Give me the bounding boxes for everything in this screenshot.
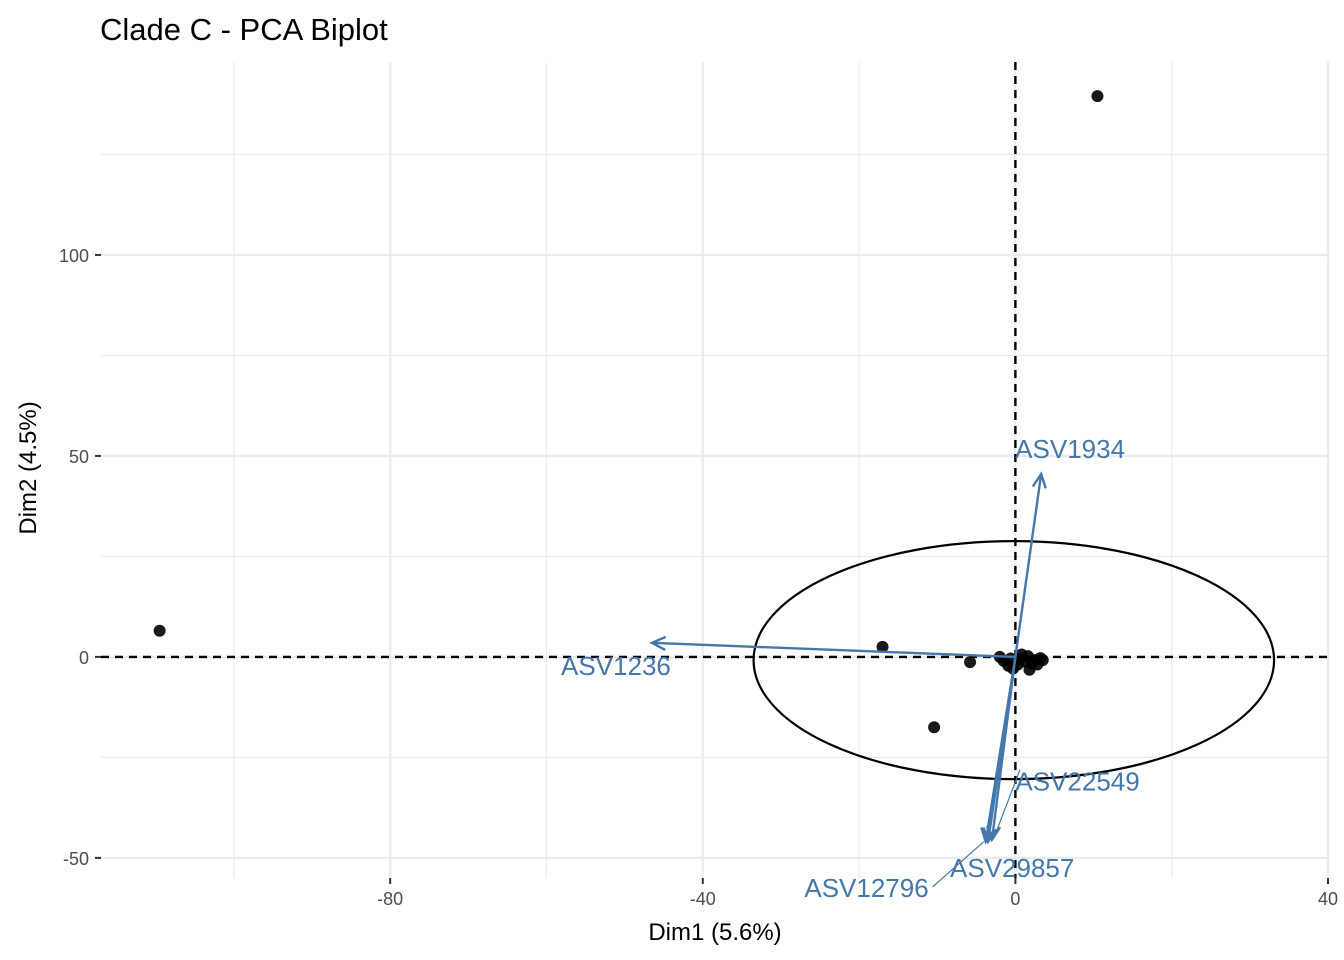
variable-label-leader <box>993 769 1021 839</box>
variable-label: ASV1236 <box>561 651 671 681</box>
x-tick-label: -80 <box>377 889 403 909</box>
variable-arrowhead <box>649 635 667 651</box>
x-tick-label: 40 <box>1318 889 1338 909</box>
variable-arrow <box>984 656 1017 843</box>
data-point <box>876 640 889 653</box>
variable-arrowhead <box>980 827 996 845</box>
confidence-ellipse <box>752 540 1276 781</box>
data-point <box>1091 90 1104 103</box>
x-tick-label: -40 <box>690 889 716 909</box>
grid <box>101 62 1330 878</box>
y-axis-title: Dim2 (4.5%) <box>15 401 42 534</box>
y-tick-label: 0 <box>79 648 89 668</box>
variable-arrows: ASV1934 ASV1236 ASV22549 ASV29857 ASV12796 <box>561 434 1140 903</box>
variable-arrow <box>1014 473 1043 658</box>
y-tick-label: -50 <box>63 849 89 869</box>
variable-label: ASV1934 <box>1015 434 1125 464</box>
variable-label: ASV22549 <box>1015 767 1139 797</box>
individual-points <box>153 90 1104 734</box>
variable-label-leader <box>932 841 985 888</box>
confidence-ellipse-layer <box>752 540 1276 781</box>
variable-arrowhead <box>982 827 998 845</box>
data-point <box>1002 659 1015 672</box>
variable-arrowhead <box>1031 471 1047 489</box>
data-point <box>928 721 941 734</box>
reference-lines <box>101 62 1328 878</box>
x-tick-label: 0 <box>1010 889 1020 909</box>
data-point <box>1031 658 1044 671</box>
y-tick-label: 100 <box>59 246 89 266</box>
y-tick-label: 50 <box>69 447 89 467</box>
data-point <box>153 624 166 637</box>
variable-arrow <box>651 641 1016 659</box>
x-axis-title: Dim1 (5.6%) <box>648 919 781 946</box>
data-point <box>964 656 977 669</box>
variable-label: ASV12796 <box>804 873 928 903</box>
chart-title: Clade C - PCA Biplot <box>100 12 388 47</box>
variable-label: ASV29857 <box>950 853 1074 883</box>
axes: -80 -40 0 40 -50 0 50 100 <box>59 246 1338 909</box>
